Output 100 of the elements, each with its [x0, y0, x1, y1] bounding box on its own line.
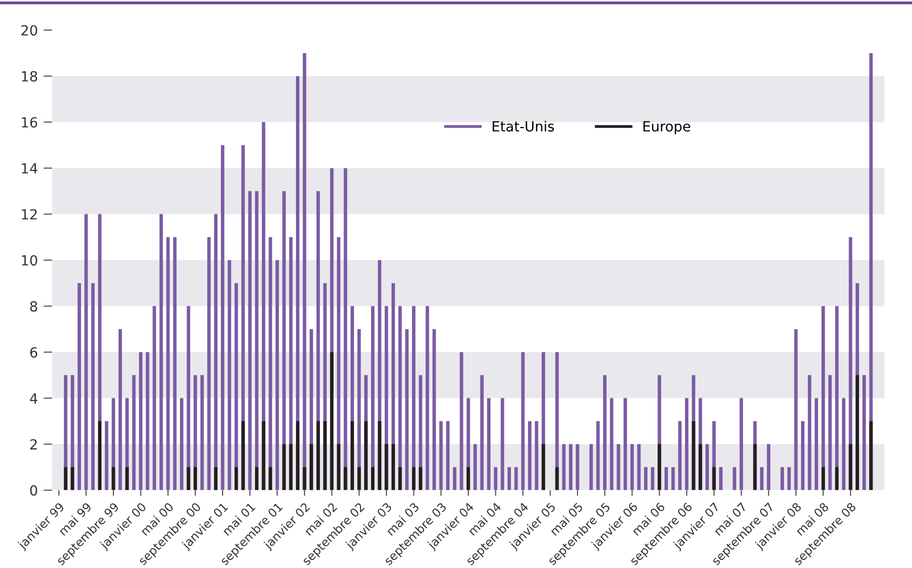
y-tick-label: 20: [21, 25, 38, 36]
bar: [822, 467, 825, 490]
bar: [610, 398, 614, 490]
bar: [350, 421, 354, 490]
bar: [664, 467, 668, 490]
y-tick-label: 18: [22, 71, 38, 82]
bar: [780, 467, 784, 490]
bar: [432, 329, 436, 490]
bar: [112, 467, 116, 490]
bar: [173, 237, 177, 490]
legend-label: Europe: [643, 121, 690, 134]
bar: [234, 467, 238, 490]
bar: [180, 398, 184, 490]
bar: [78, 283, 81, 490]
bar: [228, 260, 232, 490]
bar: [289, 444, 293, 490]
y-tick-label: 6: [30, 347, 38, 358]
bar: [650, 467, 654, 490]
bar: [466, 467, 470, 490]
bar: [398, 467, 402, 490]
bar: [132, 375, 136, 490]
bar: [364, 421, 368, 490]
bar: [698, 444, 702, 490]
y-tick-label: 0: [30, 485, 38, 496]
bar: [118, 329, 122, 490]
bar: [835, 467, 839, 490]
bar: [371, 467, 374, 490]
bar: [200, 375, 204, 490]
bar: [152, 306, 156, 490]
bar: [487, 398, 490, 490]
bar: [562, 444, 566, 490]
bar: [740, 398, 744, 490]
bar: [159, 214, 163, 490]
bar: [139, 352, 142, 490]
bar: [426, 306, 430, 490]
bar: [787, 467, 791, 490]
bar: [678, 421, 682, 490]
legend-label: Etat-Unis: [492, 120, 554, 132]
bar: [705, 444, 709, 490]
bar: [248, 191, 252, 490]
bar: [268, 467, 272, 490]
bar: [98, 421, 102, 490]
bar: [357, 467, 361, 490]
y-tick-label: 4: [30, 393, 38, 404]
bar: [255, 467, 258, 490]
bar: [494, 467, 498, 490]
bar: [336, 444, 340, 490]
bar: [392, 444, 395, 490]
bar: [842, 398, 846, 490]
bar: [508, 467, 511, 490]
bar: [644, 467, 648, 490]
bar: [316, 421, 320, 490]
bar: [671, 467, 675, 490]
bar: [473, 444, 477, 490]
bar: [766, 444, 770, 490]
bar: [104, 421, 108, 490]
bar: [658, 444, 662, 490]
bar: [862, 375, 866, 490]
bar: [330, 352, 334, 490]
bar: [801, 421, 804, 490]
bar: [534, 421, 538, 490]
bar: [220, 145, 224, 490]
y-tick-label: 16: [22, 117, 38, 128]
bar: [84, 214, 88, 490]
bar: [91, 283, 95, 490]
bar: [521, 352, 525, 490]
bar: [603, 375, 607, 490]
bar: [814, 398, 818, 490]
bar: [630, 444, 634, 490]
bar: [276, 260, 279, 490]
bar: [589, 444, 593, 490]
y-tick-label: 8: [30, 301, 38, 312]
bar: [637, 444, 641, 490]
bar: [568, 444, 572, 490]
bar: [760, 467, 764, 490]
bar: [719, 467, 723, 490]
bar: [405, 329, 409, 490]
bar: [384, 444, 388, 490]
y-tick-label: 12: [22, 209, 37, 220]
bar: [446, 421, 450, 490]
bar: [685, 398, 688, 490]
bar: [262, 421, 266, 490]
bar: [125, 467, 129, 490]
y-tick-label: 2: [30, 439, 37, 450]
y-tick-label: 10: [22, 255, 38, 266]
bar: [528, 421, 532, 490]
bar: [412, 467, 416, 490]
bar: [214, 467, 218, 490]
bar: [500, 398, 504, 490]
bar: [310, 444, 314, 490]
bar: [452, 467, 456, 490]
bar: [624, 398, 627, 490]
y-tick-label: 14: [22, 163, 38, 174]
bar: [194, 467, 198, 490]
bar: [514, 467, 518, 490]
bar: [542, 444, 546, 490]
bar: [241, 421, 245, 490]
bar: [378, 421, 382, 490]
bar: [856, 375, 860, 490]
bar: [64, 467, 68, 490]
